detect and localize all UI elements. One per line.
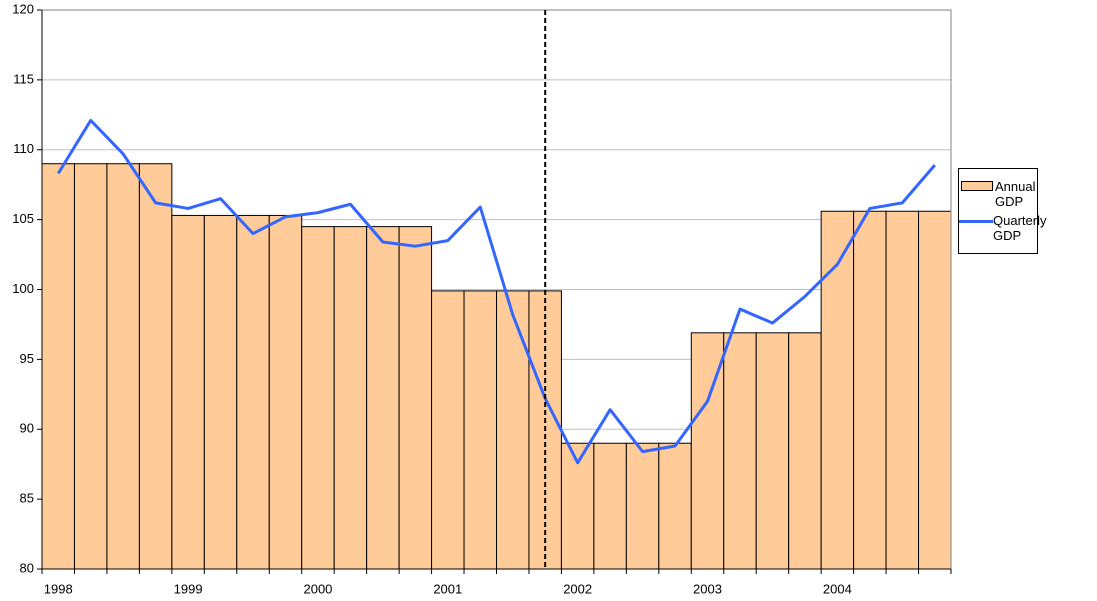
- y-tick-label: 120: [12, 1, 34, 16]
- y-tick-label: 90: [20, 421, 34, 436]
- bar: [918, 210, 952, 570]
- bar: [301, 226, 335, 570]
- legend-label: Annual GDP: [995, 179, 1036, 209]
- bar: [106, 163, 140, 570]
- y-tick-label: 110: [13, 141, 34, 156]
- x-tick-label: 2004: [823, 581, 852, 596]
- bar: [73, 163, 108, 570]
- x-tick-label: 2003: [693, 581, 722, 596]
- legend-swatch: [961, 181, 993, 191]
- bar: [41, 163, 75, 570]
- y-tick-label: 85: [20, 491, 34, 506]
- bar: [333, 226, 368, 570]
- bar: [853, 210, 887, 570]
- bar: [625, 442, 660, 570]
- x-tick-label: 2002: [563, 581, 592, 596]
- bar: [496, 290, 530, 570]
- bar: [138, 163, 173, 570]
- bar: [820, 210, 855, 570]
- legend-item: Annual GDP: [959, 179, 1037, 209]
- bar: [268, 214, 303, 570]
- legend-label: Quarterly GDP: [993, 213, 1047, 243]
- x-tick-label: 1999: [174, 581, 203, 596]
- bar: [398, 226, 433, 570]
- legend-swatch: [959, 220, 993, 223]
- y-tick-label: 105: [12, 211, 34, 226]
- bar: [171, 214, 205, 570]
- bar: [463, 290, 497, 570]
- bar: [723, 332, 757, 570]
- bar: [236, 214, 270, 570]
- legend-item: Quarterly GDP: [959, 213, 1047, 243]
- y-tick-label: 100: [12, 281, 34, 296]
- bar: [593, 442, 627, 570]
- bar: [658, 442, 692, 570]
- bar: [755, 332, 790, 570]
- bar: [203, 214, 238, 570]
- bar: [366, 226, 400, 570]
- x-tick-label: 2000: [303, 581, 332, 596]
- x-tick-label: 1998: [44, 581, 73, 596]
- bar: [788, 332, 822, 570]
- legend: Annual GDP Quarterly GDP: [958, 168, 1047, 254]
- y-tick-label: 115: [13, 71, 34, 86]
- bar: [885, 210, 920, 570]
- y-tick-label: 95: [20, 351, 34, 366]
- y-tick-label: 80: [20, 560, 34, 575]
- line: [56, 118, 936, 465]
- bar: [431, 290, 465, 570]
- x-tick-label: 2001: [433, 581, 462, 596]
